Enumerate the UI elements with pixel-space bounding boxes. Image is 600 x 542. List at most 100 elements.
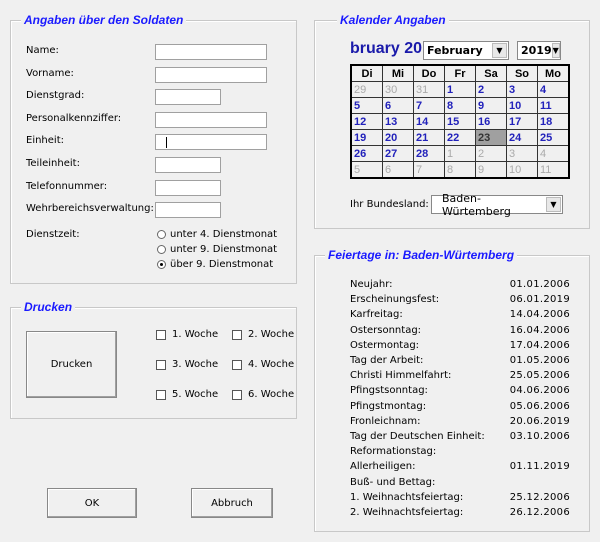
week-checkbox[interactable]: 4. Woche xyxy=(232,359,294,370)
holiday-name: Ostersonntag: xyxy=(350,324,422,336)
field-label: Telefonnummer: xyxy=(26,181,108,192)
drucken-button[interactable]: Drucken xyxy=(26,331,117,398)
abbruch-button[interactable]: Abbruch xyxy=(191,488,273,518)
calendar-day[interactable]: 5 xyxy=(350,161,383,179)
calendar-day[interactable]: 10 xyxy=(506,161,538,179)
calendar-day[interactable]: 13 xyxy=(382,113,414,130)
month-select[interactable]: February ▼ xyxy=(423,41,509,60)
holiday-date: 01.05.2006 xyxy=(509,355,570,366)
holiday-name: 1. Weihnachtsfeiertag: xyxy=(350,491,464,503)
weekday-header: Mi xyxy=(382,64,414,82)
holiday-name: Christi Himmelfahrt: xyxy=(350,370,452,382)
checkbox-box xyxy=(156,329,166,340)
week-checkbox[interactable]: 3. Woche xyxy=(156,359,218,370)
field-input[interactable] xyxy=(155,134,267,150)
holiday-row: Pfingstmontag: 05.06.2006 xyxy=(350,401,570,416)
drucken-frame: Drucken xyxy=(10,300,297,419)
calendar-day[interactable]: 15 xyxy=(444,113,476,130)
calendar-day[interactable]: 8 xyxy=(444,97,476,114)
calendar-day[interactable]: 7 xyxy=(413,161,445,179)
holiday-name: Tag der Arbeit: xyxy=(350,355,424,366)
calendar-day[interactable]: 24 xyxy=(506,129,538,146)
checkbox-label: 4. Woche xyxy=(248,359,295,370)
radio-unter-4[interactable]: unter 4. Dienstmonat xyxy=(157,229,277,240)
chevron-down-icon: ▼ xyxy=(551,43,560,58)
week-checkbox[interactable]: 5. Woche xyxy=(156,389,218,400)
calendar-day[interactable]: 20 xyxy=(382,129,414,146)
calendar-day[interactable]: 25 xyxy=(537,129,570,146)
calendar-day[interactable]: 3 xyxy=(506,81,538,98)
calendar-day[interactable]: 27 xyxy=(382,145,414,162)
radio-ueber-9[interactable]: über 9. Dienstmonat xyxy=(157,259,273,270)
calendar-day[interactable]: 18 xyxy=(537,113,570,130)
ok-button[interactable]: OK xyxy=(47,488,137,518)
weekday-header: So xyxy=(506,64,538,82)
calendar-day[interactable]: 10 xyxy=(506,97,538,114)
calendar-day[interactable]: 14 xyxy=(413,113,445,130)
field-input[interactable] xyxy=(155,67,267,83)
calendar-day[interactable]: 6 xyxy=(382,97,414,114)
calendar-day[interactable]: 17 xyxy=(506,113,538,130)
holiday-row: Ostersonntag: 16.04.2006 xyxy=(350,325,570,340)
drucken-title: Drucken xyxy=(21,300,76,314)
calendar-day[interactable]: 22 xyxy=(444,129,476,146)
weekday-header: Sa xyxy=(475,64,507,82)
checkbox-label: 2. Woche xyxy=(248,329,295,340)
holiday-row: Erscheinungsfest: 06.01.2019 xyxy=(350,294,570,309)
calendar-day[interactable]: 29 xyxy=(350,81,383,98)
field-input[interactable] xyxy=(155,202,221,218)
checkbox-box xyxy=(232,359,242,370)
calendar-day[interactable]: 30 xyxy=(382,81,414,98)
holiday-name: Pfingstmontag: xyxy=(350,400,427,412)
field-input[interactable] xyxy=(155,112,267,128)
calendar-day[interactable]: 11 xyxy=(537,97,570,114)
calendar-day[interactable]: 1 xyxy=(444,145,476,162)
holiday-row: Buß- und Bettag: xyxy=(350,477,570,492)
calendar-day[interactable]: 2 xyxy=(475,81,507,98)
bundesland-value: Baden-Würtemberg xyxy=(442,191,511,218)
field-input[interactable] xyxy=(155,44,267,60)
field-input[interactable] xyxy=(155,89,221,105)
radio-unter-9[interactable]: unter 9. Dienstmonat xyxy=(157,244,277,255)
year-select[interactable]: 2019 ▼ xyxy=(517,41,561,60)
calendar-day[interactable]: 26 xyxy=(350,145,383,162)
calendar-day[interactable]: 6 xyxy=(382,161,414,179)
radio-label: unter 9. Dienstmonat xyxy=(170,244,278,255)
calendar-day[interactable]: 28 xyxy=(413,145,445,162)
holiday-name: Tag der Deutschen Einheit: xyxy=(350,431,485,442)
holiday-row: Tag der Deutschen Einheit: 03.10.2006 xyxy=(350,431,570,446)
week-checkbox[interactable]: 1. Woche xyxy=(156,329,218,340)
field-input[interactable] xyxy=(155,180,221,196)
checkbox-label: 5. Woche xyxy=(172,389,219,400)
calendar-day[interactable]: 8 xyxy=(444,161,476,179)
calendar-day[interactable]: 16 xyxy=(475,113,507,130)
holiday-name: Karfreitag: xyxy=(350,309,403,321)
calendar-day[interactable]: 21 xyxy=(413,129,445,146)
calendar-day[interactable]: 4 xyxy=(537,81,570,98)
checkbox-label: 6. Woche xyxy=(248,389,295,400)
calendar-day[interactable]: 31 xyxy=(413,81,445,98)
holiday-row: Reformationstag: xyxy=(350,446,570,461)
radio-circle xyxy=(157,245,166,254)
calendar-day[interactable]: 9 xyxy=(475,97,507,114)
calendar-day[interactable]: 3 xyxy=(506,145,538,162)
holiday-name: Neujahr: xyxy=(350,279,393,290)
holiday-row: Christi Himmelfahrt: 25.05.2006 xyxy=(350,370,570,385)
field-input[interactable] xyxy=(155,157,221,173)
calendar-day[interactable]: 4 xyxy=(537,145,570,162)
holiday-date: 25.05.2006 xyxy=(509,370,570,382)
calendar-day[interactable]: 1 xyxy=(444,81,476,98)
calendar-day[interactable]: 19 xyxy=(350,129,383,146)
calendar-day[interactable]: 2 xyxy=(475,145,507,162)
calendar-day[interactable]: 7 xyxy=(413,97,445,114)
calendar-day[interactable]: 23 xyxy=(475,129,507,146)
calendar-day[interactable]: 5 xyxy=(350,97,383,114)
calendar-day[interactable]: 9 xyxy=(475,161,507,179)
calendar-day[interactable]: 12 xyxy=(350,113,383,130)
week-checkbox[interactable]: 6. Woche xyxy=(232,389,294,400)
weekday-header: Do xyxy=(413,64,445,82)
bundesland-select[interactable]: Baden-Würtemberg ▼ xyxy=(431,192,563,218)
week-checkbox[interactable]: 2. Woche xyxy=(232,329,294,340)
soldaten-title: Angaben über den Soldaten xyxy=(21,13,187,27)
calendar-day[interactable]: 11 xyxy=(537,161,570,179)
